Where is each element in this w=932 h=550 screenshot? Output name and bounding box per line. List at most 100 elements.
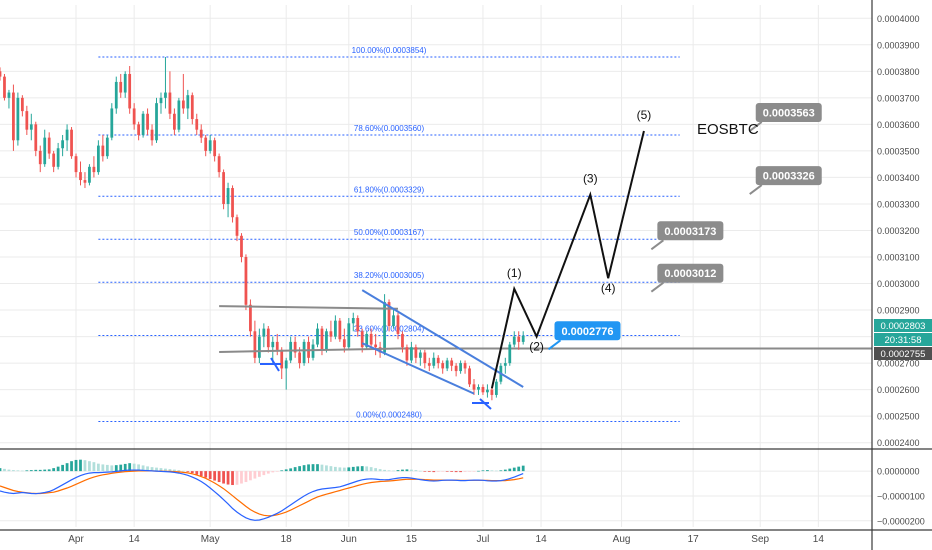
candle-body: [517, 336, 521, 342]
macd-histogram-bar: [70, 461, 73, 472]
macd-histogram-bar: [333, 466, 337, 472]
callout-label: 0.0002776: [562, 326, 614, 338]
candle-body: [16, 97, 20, 141]
candle-body: [110, 108, 114, 138]
candle-body: [351, 318, 355, 324]
callout-pointer: [547, 339, 562, 351]
annotation-mark: [472, 398, 492, 410]
macd-histogram-bar: [204, 471, 208, 478]
annotation-mark: [260, 357, 281, 372]
price-tick-label: 0.0003400: [877, 173, 920, 183]
macd-histogram-bar: [195, 471, 199, 475]
callout-pointer: [650, 239, 664, 251]
macd-histogram-bar: [365, 466, 369, 472]
macd-histogram-bar: [52, 468, 56, 472]
macd-histogram-bar: [137, 464, 141, 472]
candle-body: [173, 113, 176, 130]
macd-histogram-bar: [472, 471, 476, 472]
macd-histogram-bar: [88, 461, 91, 472]
macd-histogram-bar: [29, 470, 33, 472]
candle-body: [47, 137, 51, 154]
candle-body: [342, 339, 346, 348]
macd-histogram-bar: [423, 471, 427, 472]
candle-body: [235, 217, 239, 236]
macd-histogram-bar: [508, 468, 512, 472]
macd-histogram-bar: [271, 471, 275, 473]
time-tick-label: Sep: [751, 534, 769, 545]
price-tick-label: 0.0003700: [877, 93, 920, 103]
wave-path: [490, 130, 645, 389]
candle-body: [168, 92, 172, 114]
candle-body: [92, 166, 96, 173]
macd-histogram-bar: [25, 470, 29, 472]
macd-histogram-bar: [280, 470, 284, 472]
macd-histogram-bar: [105, 464, 109, 472]
macd-histogram-bar: [459, 471, 462, 473]
macd-histogram-bar: [65, 463, 69, 472]
callout-box: [657, 221, 724, 241]
candle-body: [96, 145, 100, 173]
macd-histogram-bar: [244, 471, 248, 483]
macd-histogram-bar: [378, 469, 382, 472]
macd-histogram-bar: [490, 470, 494, 472]
candle-body: [123, 73, 127, 93]
callout-pointer: [749, 184, 763, 195]
macd-histogram-bar: [477, 470, 480, 472]
candle-body: [396, 315, 400, 334]
macd-histogram-bar: [186, 471, 190, 472]
candle-body: [441, 363, 445, 369]
macd-histogram-bar: [3, 468, 6, 472]
macd-histogram-bar: [329, 466, 333, 472]
callout-label: 0.0003563: [763, 107, 815, 119]
macd-histogram-bar: [512, 467, 516, 472]
wave-label: (3): [583, 172, 598, 186]
candle-body: [61, 140, 64, 149]
macd-histogram-bar: [450, 471, 454, 472]
candle-body: [186, 95, 190, 109]
candle-body: [316, 328, 319, 345]
candle-body: [427, 363, 431, 366]
macd-histogram-bar: [0, 468, 2, 472]
candle-body: [271, 341, 275, 348]
time-tick-label: 15: [406, 534, 418, 545]
candle-body: [38, 150, 42, 165]
macd-histogram-bar: [356, 466, 360, 472]
macd-histogram-bar: [387, 470, 391, 472]
candle-body: [164, 92, 167, 98]
macd-histogram-bar: [235, 471, 239, 485]
macd-histogram-bar: [396, 470, 400, 472]
candle-body: [141, 113, 145, 135]
time-tick-label: Jul: [477, 534, 490, 545]
price-tick-label: 0.0003600: [877, 120, 920, 130]
candle-body: [119, 81, 123, 93]
macd-line: [0, 469, 524, 521]
callout-box: [755, 166, 822, 186]
macd-histogram-bar: [96, 463, 100, 472]
price-tick-label: 0.0003100: [877, 253, 920, 263]
macd-histogram-bar: [257, 471, 261, 477]
macd-histogram-bar: [56, 466, 60, 472]
price-axis-badge-label: 0.0002803: [881, 321, 926, 332]
wave-label: (4): [601, 281, 616, 295]
price-axis-badge: [874, 319, 932, 332]
callout-label: 0.0003012: [664, 268, 716, 280]
candle-body: [70, 129, 73, 157]
price-axis-badge-label: 20:31:58: [885, 335, 922, 346]
macd-histogram-bar: [392, 470, 395, 472]
callout-box: [755, 102, 822, 122]
candle-body: [137, 124, 141, 135]
candle-body: [486, 389, 489, 393]
candle-body: [365, 333, 369, 348]
macd-histogram-bar: [441, 471, 445, 472]
candle-body: [7, 92, 11, 98]
candle-body: [34, 124, 38, 151]
macd-tick-label: −0.0000100: [877, 491, 925, 501]
candle-body: [360, 331, 364, 348]
candle-body: [226, 188, 230, 204]
candle-body: [240, 235, 243, 258]
candle-body: [253, 331, 257, 358]
candle-body: [405, 347, 409, 361]
candle-body: [311, 344, 315, 358]
